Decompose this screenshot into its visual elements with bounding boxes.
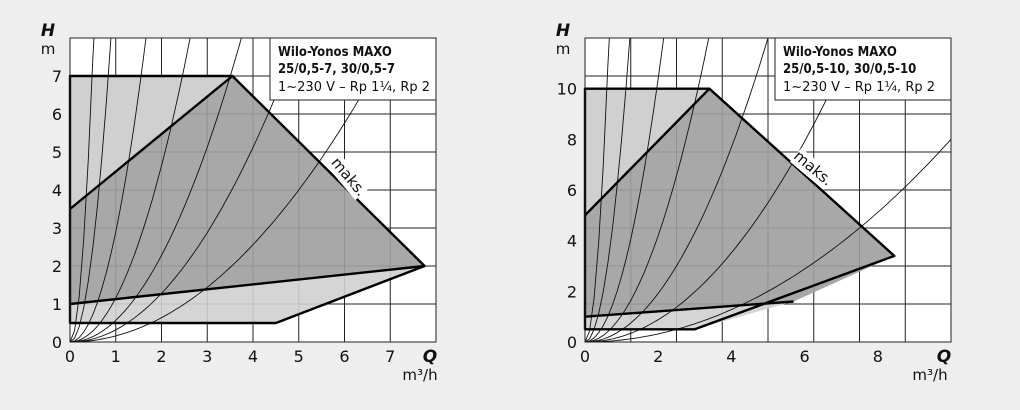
x-tick-label: 0 [580, 347, 590, 366]
y-axis-label: H [41, 21, 55, 41]
y-tick-label: 6 [52, 105, 62, 124]
system-curve-5 [585, 38, 769, 342]
region-upper [585, 88, 895, 317]
system-curve-6 [585, 38, 856, 342]
chart-title: Wilo-Yonos MAXO [278, 45, 392, 60]
y-axis-unit: m [41, 40, 56, 58]
x-tick-label: 5 [294, 347, 304, 366]
plot-frame [584, 37, 952, 343]
y-tick-label: 7 [52, 67, 62, 86]
control-line-1 [584, 87, 711, 217]
chart-subtitle: 25/0,5-7, 30/0,5-7 [278, 62, 395, 77]
legend-background [774, 37, 952, 101]
system-curve-4 [585, 38, 710, 342]
x-tick-label: 4 [726, 347, 736, 366]
x-tick-label: 2 [653, 347, 663, 366]
legend-box: Wilo-Yonos MAXO 25/0,5-10, 30/0,5-10 1~230… [774, 37, 952, 101]
region-middle [585, 301, 794, 330]
chart-subtitle-2: 1~230 V – Rp 1¼, Rp 2 [278, 80, 430, 95]
control-line-2 [584, 300, 794, 318]
x-axis-unit: m³/h [402, 366, 437, 384]
y-tick-label: 4 [52, 181, 62, 200]
legend-background [269, 37, 437, 101]
region-middle [70, 266, 425, 323]
chart-1: 0 1 2 3 4 5 6 7 0 1 2 3 4 5 6 7 Hm Qm³/h Wilo-Yonos MAXO 25… [41, 21, 438, 384]
system-curve-5 [70, 38, 242, 342]
y-tick-label: 8 [567, 130, 577, 149]
system-curve-4 [70, 38, 191, 342]
y-tick-label: 2 [52, 257, 62, 276]
y-axis-label: H [556, 21, 570, 41]
x-tick-label: 1 [111, 347, 121, 366]
x-tick-label: 8 [873, 347, 883, 366]
x-tick-label: 4 [248, 347, 258, 366]
chart-2: 0 2 4 6 8 0 2 4 6 8 10 Hm Qm³/h Wilo-Yonos MAXO 25/0,5… [556, 21, 952, 384]
x-tick-label: 6 [800, 347, 810, 366]
x-axis-label: Q [937, 347, 951, 367]
y-tick-label: 4 [567, 232, 577, 251]
plot-frame [69, 37, 437, 343]
y-tick-label: 0 [52, 333, 62, 352]
y-tick-label: 5 [52, 143, 62, 162]
control-line-1 [69, 75, 234, 210]
system-curves [585, 38, 951, 342]
x-tick-label: 6 [339, 347, 349, 366]
chart-subtitle: 25/0,5-10, 30/0,5-10 [783, 62, 916, 77]
chart-title: Wilo-Yonos MAXO [783, 45, 897, 60]
chart-subtitle-2: 1~230 V – Rp 1¼, Rp 2 [783, 80, 935, 95]
x-tick-label: 3 [202, 347, 212, 366]
control-line-2 [69, 264, 425, 306]
system-curve-3 [70, 38, 147, 342]
legend-box: Wilo-Yonos MAXO 25/0,5-7, 30/0,5-7 1~230 V… [269, 37, 437, 101]
y-tick-label: 3 [52, 219, 62, 238]
y-tick-label: 6 [567, 181, 577, 200]
system-curve-7 [585, 138, 951, 342]
x-tick-label: 0 [65, 347, 75, 366]
system-curve-6 [70, 38, 300, 342]
y-tick-label: 1 [52, 295, 62, 314]
y-tick-label: 10 [557, 80, 577, 99]
x-axis-unit: m³/h [912, 366, 947, 384]
x-tick-label: 2 [156, 347, 166, 366]
y-tick-label: 0 [567, 333, 577, 352]
y-tick-label: 2 [567, 282, 577, 301]
system-curve-3 [585, 38, 665, 342]
x-tick-label: 7 [385, 347, 395, 366]
x-axis-label: Q [423, 347, 437, 367]
y-axis-unit: m [556, 40, 571, 58]
